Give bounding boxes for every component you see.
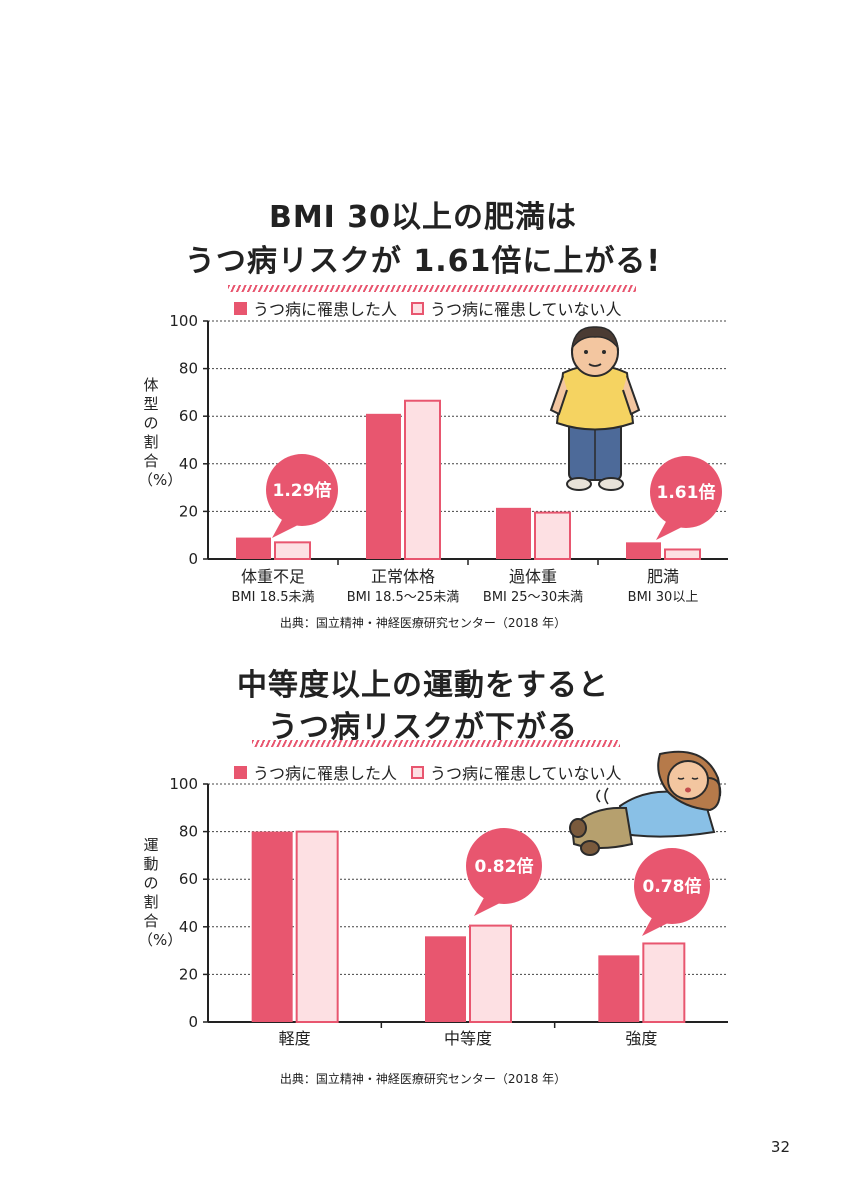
y-tick-label: 60: [179, 870, 198, 888]
y-tick-label: 80: [179, 823, 198, 841]
bar-unaffected: [642, 942, 686, 1024]
annotation-bubble: [466, 828, 542, 904]
x-category-sublabel: BMI 18.5～25未満: [347, 590, 460, 605]
bar-affected: [496, 507, 531, 559]
y-tick-label: 60: [179, 407, 198, 425]
title-underline-decoration-2: [252, 740, 620, 747]
annotation-bubble: [266, 454, 338, 526]
bar-affected: [626, 542, 661, 559]
chart2-source: 出典：国立精神・神経医療研究センター（2018 年）: [279, 1072, 567, 1086]
y-tick-label: 20: [179, 965, 198, 983]
x-category-label: 過体重: [509, 567, 557, 586]
chart1-source: 出典：国立精神・神経医療研究センター（2018 年）: [279, 616, 567, 630]
y-tick-label: 100: [169, 312, 198, 330]
x-category-label: 軽度: [279, 1029, 311, 1048]
x-category-label: 正常体格: [371, 567, 435, 586]
x-category-label: 中等度: [444, 1029, 492, 1048]
bar-affected: [366, 413, 401, 559]
y-tick-label: 80: [179, 360, 198, 378]
title-underline-decoration: [228, 285, 636, 292]
bar-affected: [236, 537, 271, 559]
legend-label-affected: うつ病に罹患した人: [253, 764, 398, 783]
bar-unaffected: [534, 511, 571, 561]
bar-unaffected: [295, 830, 339, 1023]
bar-unaffected: [469, 924, 512, 1023]
x-category-label: 肥満: [647, 567, 679, 586]
overweight-man-illustration: [549, 326, 641, 491]
page-number: 32: [770, 1138, 790, 1156]
x-category-sublabel: BMI 25～30未満: [483, 590, 583, 605]
legend-swatch-affected: [234, 765, 247, 779]
bar-unaffected: [274, 541, 311, 561]
legend-swatch-unaffected: [411, 765, 425, 779]
x-category-label: 強度: [625, 1029, 657, 1048]
chart1-legend: うつ病に罹患した人 うつ病に罹患していない人: [234, 296, 622, 320]
y-tick-label: 0: [188, 550, 198, 568]
x-category-sublabel: BMI 18.5未満: [231, 590, 314, 605]
bar-affected: [251, 831, 293, 1022]
bar-unaffected: [664, 548, 701, 560]
bar-affected: [598, 955, 640, 1022]
annotation-label: 0.78倍: [643, 876, 702, 897]
annotation-label: 0.82倍: [475, 856, 534, 877]
bar-unaffected: [404, 399, 441, 561]
chart1-title-line1: BMI 30以上の肥満は: [268, 200, 578, 235]
annotation-bubble: [634, 848, 710, 924]
chart1-title-line2: うつ病リスクが 1.61倍に上がる!: [184, 244, 662, 279]
legend-label-unaffected: うつ病に罹患していない人: [430, 300, 622, 319]
legend-swatch-affected: [234, 301, 247, 315]
legend-label-unaffected: うつ病に罹患していない人: [430, 764, 622, 783]
annotation-label: 1.61倍: [657, 482, 716, 503]
y-tick-label: 0: [188, 1013, 198, 1031]
resting-woman-illustration: [569, 750, 722, 856]
legend-label-affected: うつ病に罹患した人: [253, 300, 398, 319]
annotation-label: 1.29倍: [273, 480, 332, 501]
chart2-title-line2: うつ病リスクが下がる: [268, 710, 578, 745]
chart1-plot: 0 20 40 60 80 100 体重不足 BMI 18.5未満 正常体格 BMI 18.5～2…: [169, 312, 728, 605]
y-tick-label: 40: [179, 455, 198, 473]
y-tick-label: 40: [179, 918, 198, 936]
x-category-label: 体重不足: [241, 567, 305, 586]
annotation-bubble: [650, 456, 722, 528]
chart2-legend: うつ病に罹患した人 うつ病に罹患していない人: [234, 760, 622, 784]
y-tick-label: 20: [179, 502, 198, 520]
y-tick-label: 100: [169, 775, 198, 793]
bar-affected: [425, 936, 466, 1022]
legend-swatch-unaffected: [411, 301, 425, 315]
chart2-plot: 0 20 40 60 80 100 軽度 中等度 強度 0.82倍 0.78倍: [169, 775, 728, 1048]
x-category-sublabel: BMI 30以上: [628, 590, 699, 605]
chart2-title-line1: 中等度以上の運動をすると: [237, 668, 609, 703]
